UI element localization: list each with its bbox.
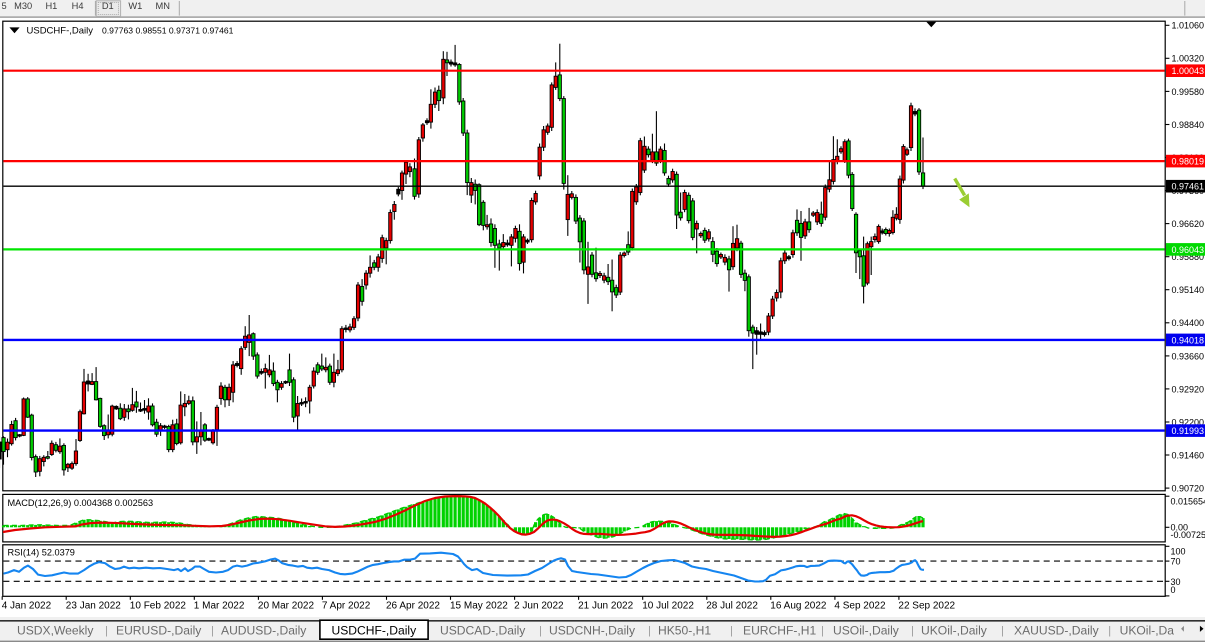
- svg-text:0.95880: 0.95880: [1172, 252, 1205, 262]
- svg-text:21 Jun 2022: 21 Jun 2022: [578, 601, 633, 612]
- svg-text:0.91993: 0.91993: [1172, 426, 1205, 436]
- svg-text:4 Jan 2022: 4 Jan 2022: [2, 601, 52, 612]
- svg-text:|: |: [105, 625, 108, 637]
- svg-text:HK50-,H1: HK50-,H1: [658, 623, 711, 637]
- svg-text:D1: D1: [102, 1, 114, 11]
- svg-text:0.90720: 0.90720: [1172, 484, 1205, 494]
- svg-text:USDCNH-,Daily: USDCNH-,Daily: [549, 623, 636, 637]
- svg-text:|: |: [648, 625, 651, 637]
- svg-text:RSI(14) 52.0379: RSI(14) 52.0379: [8, 547, 75, 557]
- svg-text:0.94400: 0.94400: [1172, 318, 1205, 328]
- svg-text:EURUSD-,Daily: EURUSD-,Daily: [116, 623, 202, 637]
- svg-text:0.97763 0.98551 0.97371 0.9746: 0.97763 0.98551 0.97371 0.97461: [102, 25, 234, 35]
- svg-text:MN: MN: [155, 1, 169, 11]
- svg-text:0.96043: 0.96043: [1172, 245, 1205, 255]
- svg-text:1.00043: 1.00043: [1172, 66, 1205, 76]
- svg-text:0.93660: 0.93660: [1172, 351, 1205, 361]
- svg-text:0.99580: 0.99580: [1172, 87, 1205, 97]
- svg-text:7 Apr 2022: 7 Apr 2022: [322, 601, 371, 612]
- svg-text:|: |: [1001, 625, 1004, 637]
- svg-text:XAUUSD-,Daily: XAUUSD-,Daily: [1014, 623, 1100, 637]
- svg-text:100: 100: [1171, 547, 1186, 557]
- svg-text:USDCHF-,Daily: USDCHF-,Daily: [27, 26, 94, 37]
- svg-text:0: 0: [1171, 585, 1176, 595]
- svg-text:0.98840: 0.98840: [1172, 120, 1205, 130]
- svg-text:23 Jan 2022: 23 Jan 2022: [66, 601, 121, 612]
- svg-text:2 Jun 2022: 2 Jun 2022: [514, 601, 564, 612]
- svg-text:USDX,Weekly: USDX,Weekly: [17, 623, 94, 637]
- svg-text:1.00320: 1.00320: [1172, 54, 1205, 64]
- svg-text:1.01060: 1.01060: [1172, 21, 1205, 31]
- svg-text:M30: M30: [14, 1, 32, 11]
- svg-text:W1: W1: [128, 1, 142, 11]
- svg-text:0.92920: 0.92920: [1172, 384, 1205, 394]
- svg-text:|: |: [1108, 625, 1111, 637]
- svg-text:5: 5: [2, 1, 7, 11]
- svg-text:0.97461: 0.97461: [1172, 182, 1205, 192]
- svg-text:EURCHF-,H1: EURCHF-,H1: [743, 623, 817, 637]
- svg-text:0.015654: 0.015654: [1171, 496, 1205, 506]
- svg-text:0.95140: 0.95140: [1172, 285, 1205, 295]
- svg-text:USDCAD-,Daily: USDCAD-,Daily: [440, 623, 526, 637]
- svg-text:10 Feb 2022: 10 Feb 2022: [130, 601, 187, 612]
- svg-text:UKOil-,Daily: UKOil-,Daily: [921, 623, 988, 637]
- svg-text:MACD(12,26,9) 0.004368 0.00256: MACD(12,26,9) 0.004368 0.002563: [8, 498, 154, 508]
- svg-text:70: 70: [1171, 557, 1181, 567]
- svg-text:H1: H1: [45, 1, 57, 11]
- svg-text:0.00: 0.00: [1171, 523, 1189, 533]
- svg-text:UKOil-,Da: UKOil-,Da: [1120, 623, 1175, 637]
- svg-text:20 Mar 2022: 20 Mar 2022: [258, 601, 315, 612]
- svg-text:30: 30: [1171, 577, 1181, 587]
- svg-text:|: |: [211, 625, 214, 637]
- svg-text:15 May 2022: 15 May 2022: [450, 601, 508, 612]
- svg-text:22 Sep 2022: 22 Sep 2022: [898, 601, 955, 612]
- svg-text:-0.00725: -0.00725: [1171, 530, 1205, 540]
- svg-text:16 Aug 2022: 16 Aug 2022: [770, 601, 827, 612]
- svg-text:4 Sep 2022: 4 Sep 2022: [834, 601, 886, 612]
- svg-text:0.91460: 0.91460: [1172, 450, 1205, 460]
- svg-text:USOil-,Daily: USOil-,Daily: [833, 623, 900, 637]
- svg-text:0.98019: 0.98019: [1172, 157, 1205, 167]
- svg-text:|: |: [821, 625, 824, 637]
- svg-text:AUDUSD-,Daily: AUDUSD-,Daily: [221, 623, 307, 637]
- svg-text:10 Jul 2022: 10 Jul 2022: [642, 601, 694, 612]
- svg-text:H4: H4: [72, 1, 84, 11]
- svg-text:28 Jul 2022: 28 Jul 2022: [706, 601, 758, 612]
- svg-text:0.92200: 0.92200: [1172, 417, 1205, 427]
- svg-text:|: |: [730, 625, 733, 637]
- svg-text:|: |: [911, 625, 914, 637]
- svg-text:26 Apr 2022: 26 Apr 2022: [386, 601, 440, 612]
- svg-text:0.94018: 0.94018: [1172, 335, 1205, 345]
- svg-text:|: |: [539, 625, 542, 637]
- svg-text:0.96620: 0.96620: [1172, 219, 1205, 229]
- svg-text:USDCHF-,Daily: USDCHF-,Daily: [332, 623, 418, 637]
- svg-text:1 Mar 2022: 1 Mar 2022: [194, 601, 245, 612]
